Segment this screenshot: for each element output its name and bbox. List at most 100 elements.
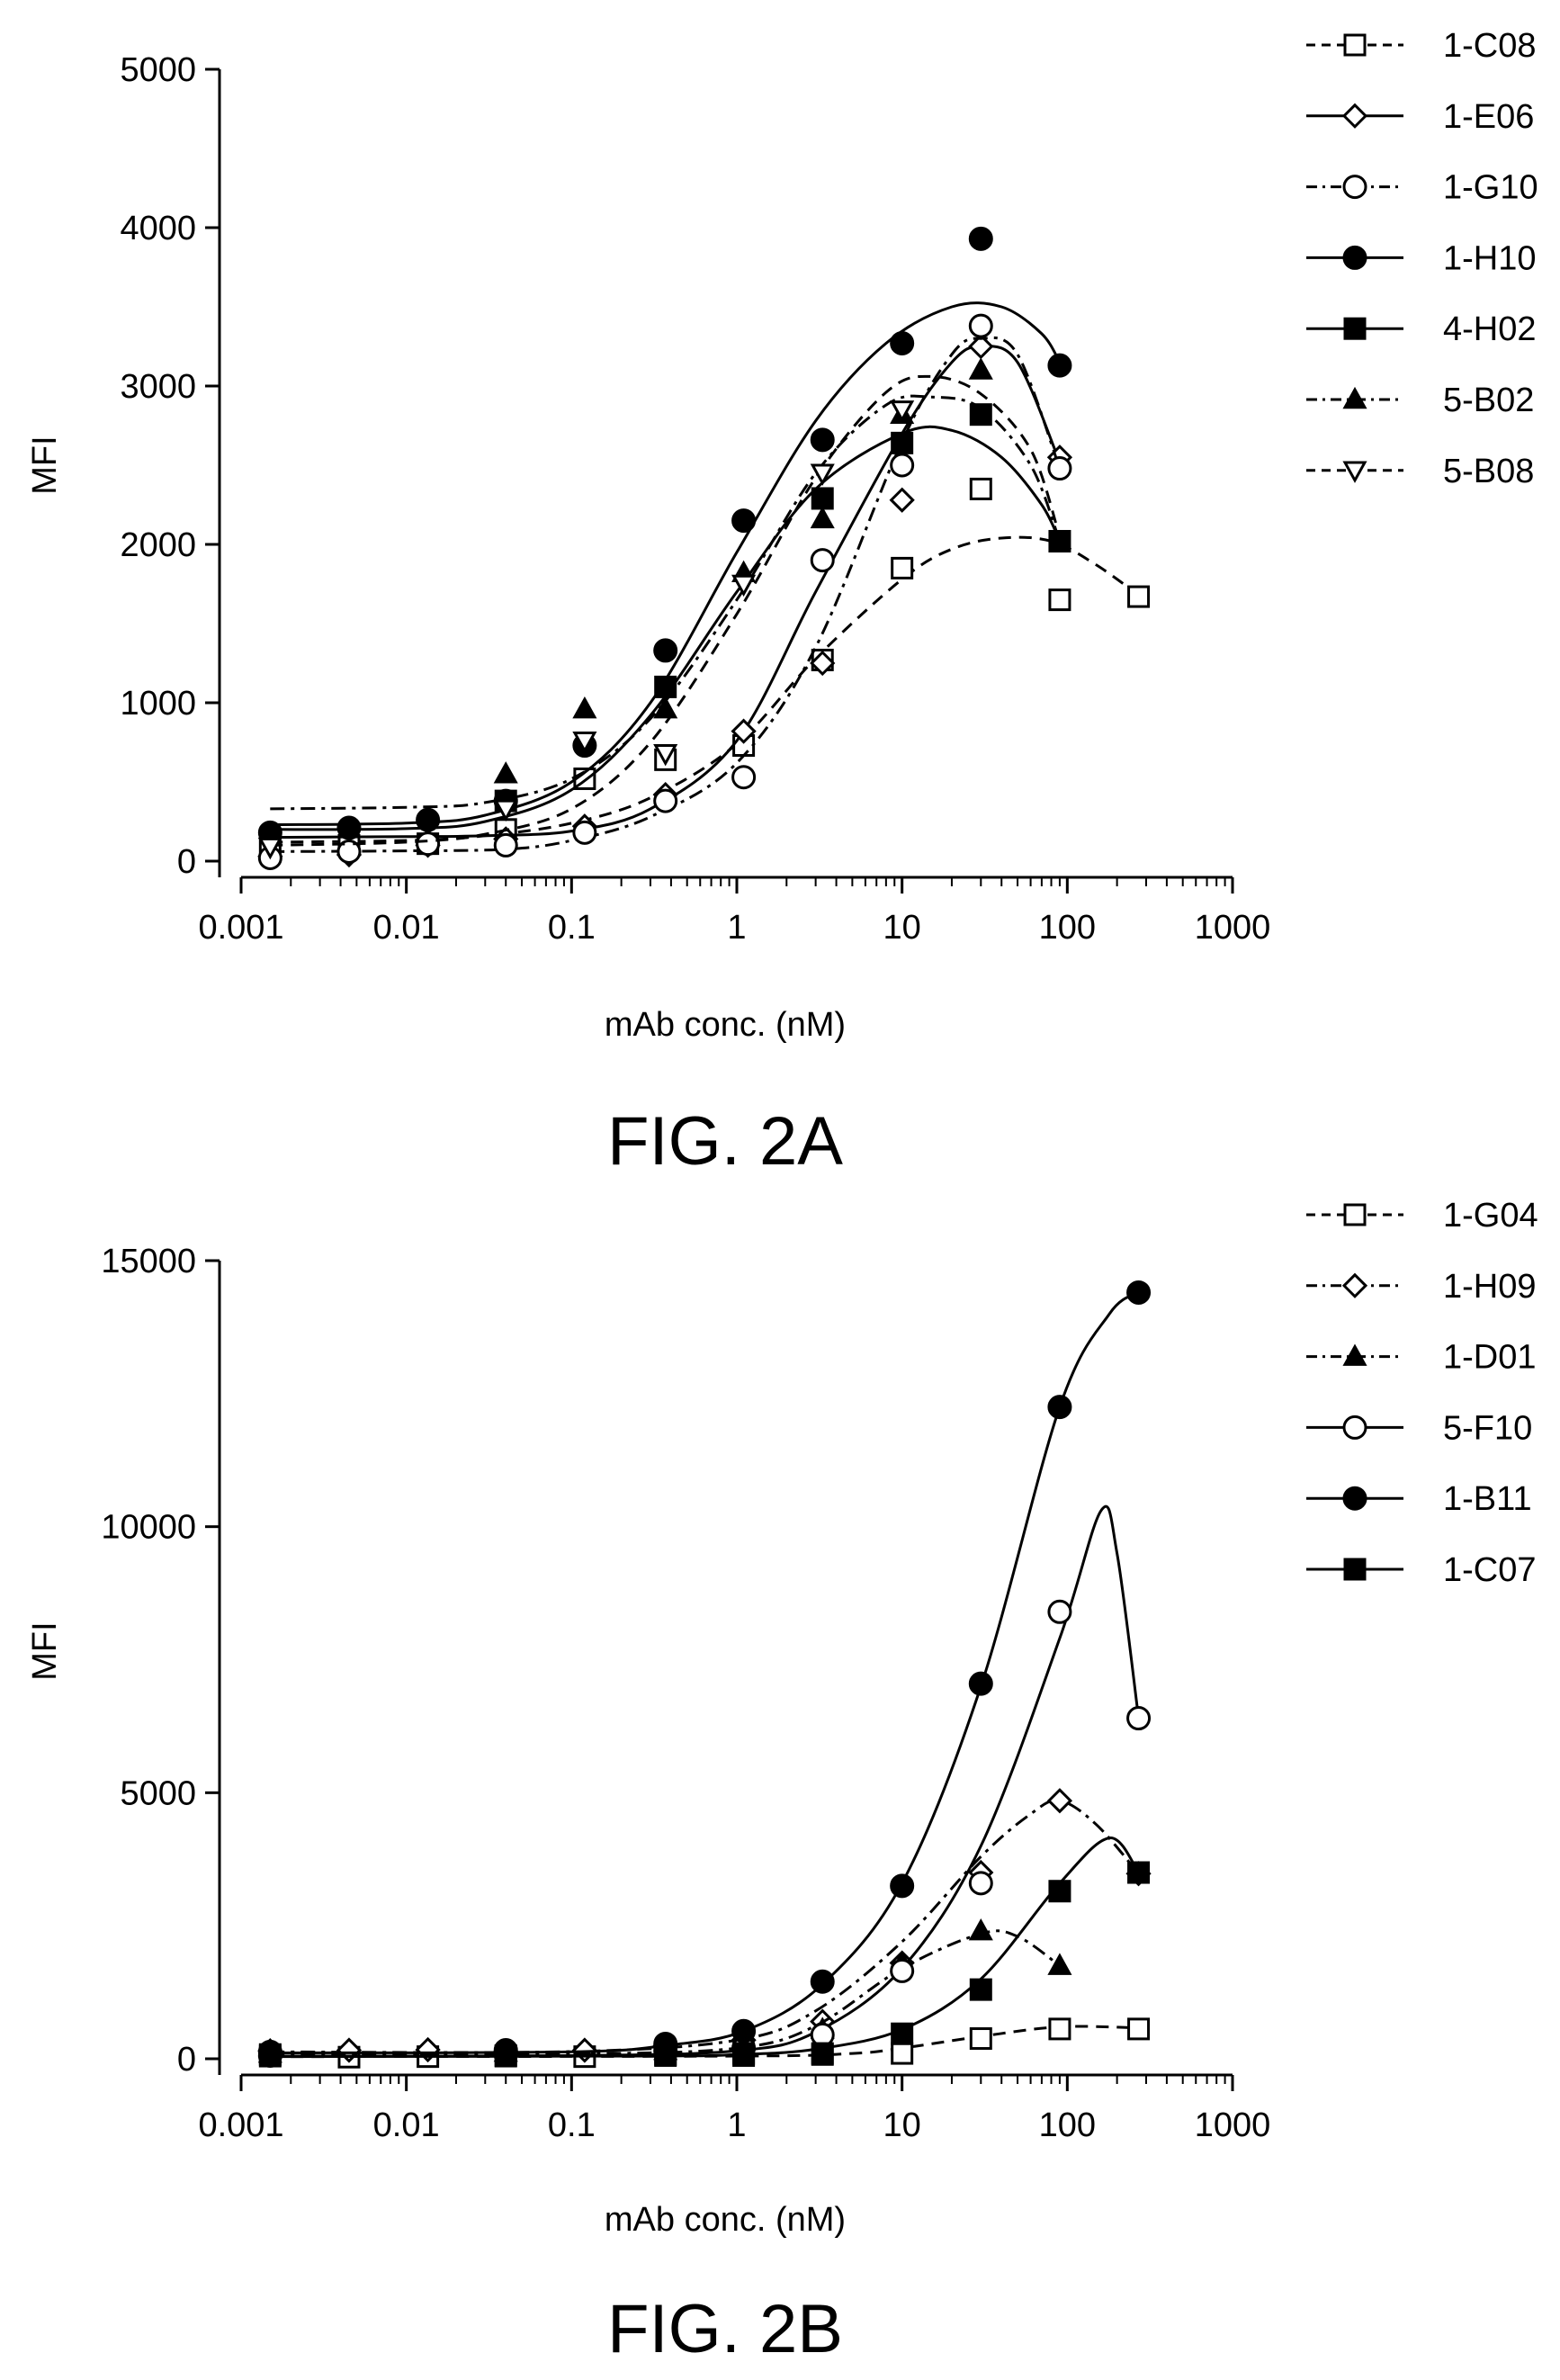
fig-2b-x-tick-label: 1000 <box>1195 2106 1271 2144</box>
fig-2b-legend-label: 1-G04 <box>1443 1197 1538 1235</box>
fig-2a-series-1-h10-point-5 <box>653 638 678 663</box>
fig-2a-legend-label: 1-H10 <box>1443 239 1537 277</box>
fig-2a-series-1-h10-fit-line <box>270 301 1062 826</box>
fig-2a-series-5-b08-point-0 <box>257 837 282 860</box>
fig-2b-series-1-b11-point-8 <box>1126 1280 1152 1305</box>
fig-2a-y-tick-label: 4000 <box>120 210 196 247</box>
fig-2b-legend-label: 1-D01 <box>1443 1339 1537 1377</box>
fig-2a-legend-label: 5-B08 <box>1443 453 1534 490</box>
fig-2a-legend-item-1-h10: 1-H10 <box>1306 239 1537 277</box>
fig-2a-series-1-h10-point-6 <box>731 508 757 534</box>
fig-2b-series-1-h09 <box>257 1788 1152 2064</box>
fig-2b-legend-marker-1-c07-point-0 <box>1343 1558 1367 1581</box>
fig-2b-y-axis-title: MFI <box>26 1621 64 1680</box>
fig-2b-series-1-c07-point-7 <box>1048 1880 1071 1903</box>
fig-2a-y-tick-label: 2000 <box>120 526 196 564</box>
chart-panel-fig-2a: 0 1000 2000 3000 4000 5000 0.001 0.01 0.1 1 10 100 1… <box>26 27 1538 1180</box>
fig-2a-series-5-b02-point-1 <box>572 696 597 719</box>
fig-2b-legend-item-1-c07: 1-C07 <box>1306 1551 1537 1589</box>
fig-2b-series-1-c07-point-5 <box>891 2022 914 2045</box>
fig-2a-series-1-h10-point-2 <box>416 807 441 832</box>
fig-2a-series-1-h10-point-1 <box>336 815 362 840</box>
fig-2b-series-1-b11-point-5 <box>890 1873 915 1899</box>
fig-2a-x-tick-label: 0.001 <box>198 909 283 947</box>
fig-2a-legend-marker-1-h10-point-0 <box>1342 245 1367 270</box>
fig-2a-legend-item-1-e06: 1-E06 <box>1306 98 1534 136</box>
fig-2b-y-tick-label: 15000 <box>101 1243 196 1280</box>
fig-2a-legend-item-1-g10: 1-G10 <box>1306 169 1538 207</box>
fig-2b-legend-marker-1-g04-point-0 <box>1343 1203 1367 1226</box>
fig-2a-series-1-e06 <box>257 333 1073 869</box>
fig-2a-x-tick-label: 1000 <box>1195 909 1271 947</box>
fig-2b-series-1-b11-fit-line <box>270 1291 1140 2054</box>
fig-2a-y-tick-label: 5000 <box>120 51 196 89</box>
fig-2a-x-tick-label: 1 <box>727 909 746 947</box>
fig-2a-series-1-g10-point-8 <box>890 453 915 478</box>
fig-2b-x-tick-label: 0.01 <box>373 2106 440 2144</box>
fig-2a-series-1-c08-point-9 <box>969 477 992 500</box>
fig-2b-series-5-f10-point-5 <box>890 1958 915 1983</box>
fig-2b-series-1-c07-point-1 <box>494 2043 517 2067</box>
fig-2b-y-tick-label: 10000 <box>101 1509 196 1547</box>
fig-2b-series-1-c07-point-6 <box>969 1978 992 2001</box>
fig-2b-series-1-b11 <box>257 1280 1152 2064</box>
fig-2a-series-5-b08-fit-line <box>270 374 1062 847</box>
fig-2b-legend-label: 5-F10 <box>1443 1409 1532 1447</box>
fig-2a-series-1-e06-point-7 <box>810 650 836 677</box>
fig-2b-series-1-g04-point-11 <box>1127 2017 1151 2041</box>
fig-2a-series-5-b08-point-3 <box>653 744 678 767</box>
fig-2a-series-1-g10 <box>257 313 1072 870</box>
fig-2a-series-5-b08-point-5 <box>810 463 835 486</box>
fig-2b-x-tick-label: 0.001 <box>198 2106 283 2144</box>
fig-2a-series-1-g10-point-5 <box>653 788 678 813</box>
chart-panel-fig-2b: 0 5000 10000 15000 0.001 0.01 0.1 1 10 100 1000 MFI… <box>26 1197 1538 2367</box>
fig-2b-x-tick-label: 10 <box>883 2106 921 2144</box>
fig-2b-y-tick-label: 0 <box>177 2041 196 2079</box>
fig-2b-series-1-c07 <box>258 1837 1151 2067</box>
fig-2b-series-1-b11-point-7 <box>1047 1395 1072 1420</box>
fig-2a-series-4-h02-fit-line <box>270 425 1062 831</box>
fig-2b-legend-marker-1-d01-point-0 <box>1342 1343 1367 1366</box>
fig-2a-x-tick-label: 0.1 <box>548 909 596 947</box>
fig-2b-x-tick-label: 1 <box>727 2106 746 2144</box>
fig-2a-series-1-g10-point-4 <box>572 820 597 845</box>
fig-2b-series-1-d01-point-7 <box>1047 1953 1072 1975</box>
fig-2b-series-1-c07-point-0 <box>258 2043 282 2066</box>
fig-2a-series-1-c08-point-8 <box>891 556 914 579</box>
fig-2a-x-tick-label: 0.01 <box>373 909 440 947</box>
fig-2b-series-5-f10 <box>257 1504 1152 2068</box>
fig-2b-series-1-g04-point-10 <box>1048 2017 1071 2041</box>
fig-2a-series-1-g10-point-9 <box>968 313 993 338</box>
fig-2a-x-axis-title: mAb conc. (nM) <box>605 1006 846 1044</box>
fig-2a-series-1-h10-point-9 <box>968 226 993 251</box>
fig-2a-series-4-h02 <box>270 403 1071 831</box>
fig-2b-series-1-b11-point-3 <box>731 2018 757 2043</box>
fig-2a-legend-marker-5-b08-point-0 <box>1342 461 1367 483</box>
fig-2a-series-1-h10-point-10 <box>1047 353 1072 378</box>
fig-2a-series-1-h10-point-7 <box>810 427 835 453</box>
fig-2b-series-1-g04-point-9 <box>969 2027 992 2051</box>
fig-2b-legend-item-1-b11: 1-B11 <box>1306 1480 1532 1518</box>
fig-2b-x-tick-label: 100 <box>1039 2106 1096 2144</box>
fig-2b-legend-marker-5-f10-point-0 <box>1342 1415 1367 1440</box>
fig-2a-legend-label: 1-G10 <box>1443 169 1538 207</box>
fig-2a-y-tick-label: 1000 <box>120 685 196 723</box>
fig-2a-legend-marker-1-c08-point-0 <box>1343 33 1367 57</box>
fig-2a-series-1-g10-point-2 <box>416 831 441 857</box>
fig-2b-caption: FIG. 2B <box>607 2291 843 2367</box>
fig-2b-series-1-h09-fit-line <box>270 1799 1140 2054</box>
fig-2a-series-4-h02-point-3 <box>891 431 914 454</box>
fig-2b-legend-item-1-d01: 1-D01 <box>1306 1339 1537 1377</box>
fig-2a-legend-marker-4-h02-point-0 <box>1343 317 1367 340</box>
fig-2a-x-tick-label: 100 <box>1039 909 1096 947</box>
fig-2a-legend-marker-5-b02-point-0 <box>1342 386 1367 409</box>
fig-2b-y-tick-label: 5000 <box>120 1774 196 1812</box>
fig-2b-series-1-c07-point-3 <box>732 2042 756 2065</box>
fig-2b-series-1-d01-point-6 <box>968 1917 993 1941</box>
fig-2a-series-1-g10-point-7 <box>810 548 835 573</box>
fig-2a-series-1-e06-point-8 <box>889 487 915 513</box>
fig-2b-legend-item-1-g04: 1-G04 <box>1306 1197 1538 1235</box>
fig-2a-series-1-h10-point-8 <box>890 330 915 355</box>
fig-2b-series-5-f10-point-8 <box>1126 1706 1152 1731</box>
